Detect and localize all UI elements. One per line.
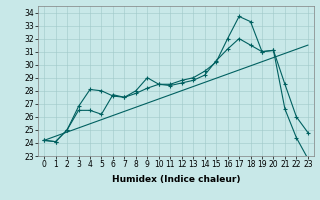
X-axis label: Humidex (Indice chaleur): Humidex (Indice chaleur)	[112, 175, 240, 184]
